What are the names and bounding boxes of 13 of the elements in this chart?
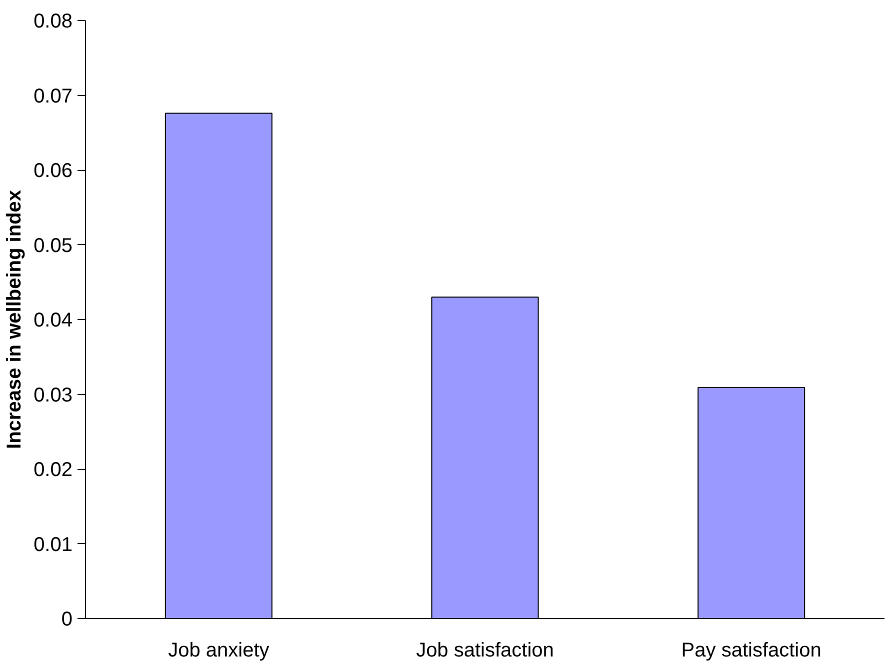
x-tick-label: Job satisfaction	[416, 640, 554, 662]
x-tick-label: Pay satisfaction	[681, 640, 822, 662]
y-tick-label: 0.04	[34, 310, 73, 332]
y-tick-label: 0.01	[34, 534, 73, 556]
y-tick-label: 0.06	[34, 160, 73, 182]
y-tick-label: 0	[61, 608, 72, 630]
x-tick-label: Job anxiety	[168, 640, 270, 662]
y-tick-label: 0.08	[34, 10, 73, 32]
y-axis-title: Increase in wellbeing index	[4, 190, 26, 449]
y-tick-label: 0.07	[34, 85, 73, 108]
y-tick-label: 0.05	[34, 234, 73, 257]
y-tick-label: 0.02	[34, 459, 73, 481]
y-tick-label: 0.03	[34, 384, 73, 406]
